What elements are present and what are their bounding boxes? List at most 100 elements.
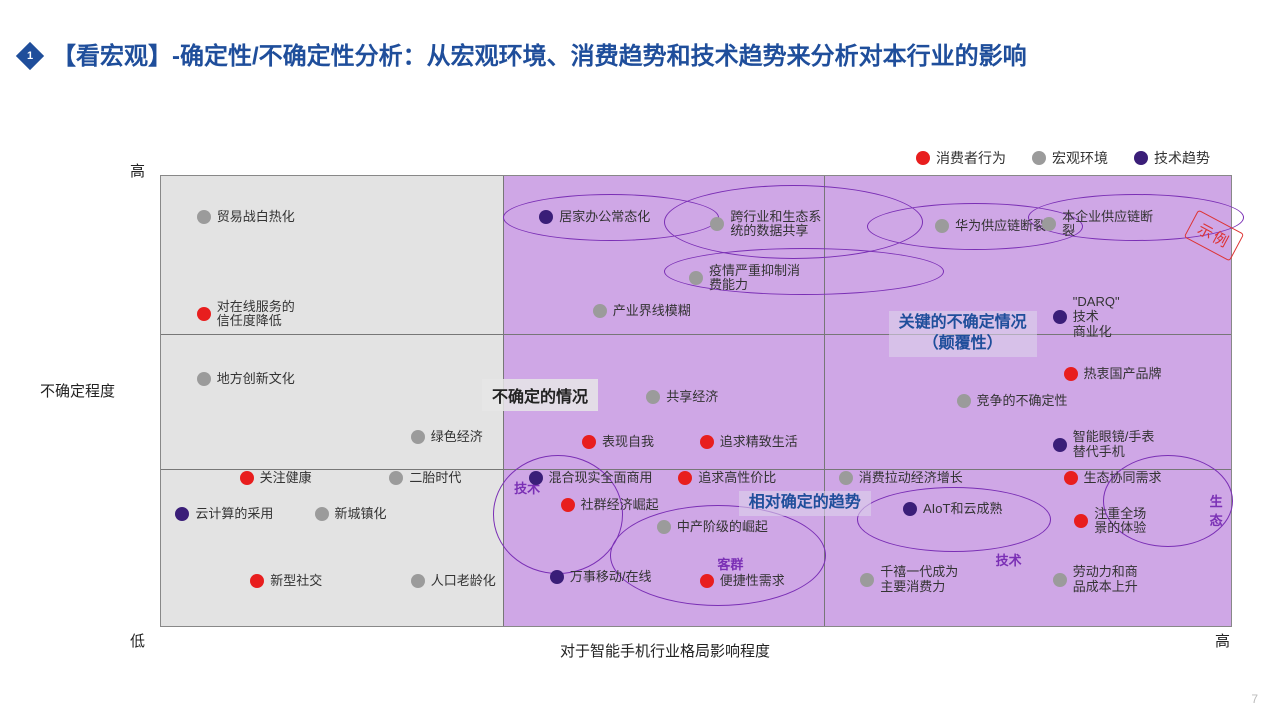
- point-dot-icon: [646, 390, 660, 404]
- data-point: 新型社交: [250, 574, 322, 589]
- data-point: 追求精致生活: [700, 435, 798, 450]
- grid-hline: [161, 469, 1231, 470]
- point-dot-icon: [957, 394, 971, 408]
- point-label: 对在线服务的信任度降低: [217, 300, 295, 330]
- point-label: 贸易战白热化: [217, 210, 295, 225]
- group-label: 技术: [996, 550, 1022, 569]
- point-dot-icon: [593, 304, 607, 318]
- data-point: 劳动力和商品成本上升: [1053, 565, 1138, 595]
- point-label: 热衷国产品牌: [1084, 367, 1162, 382]
- point-dot-icon: [1042, 217, 1056, 231]
- data-point: 智能眼镜/手表替代手机: [1053, 430, 1155, 460]
- point-dot-icon: [710, 217, 724, 231]
- data-point: 表现自我: [582, 435, 654, 450]
- point-dot-icon: [678, 471, 692, 485]
- data-point: 混合现实全面商用: [529, 471, 653, 486]
- point-label: 人口老龄化: [431, 574, 496, 589]
- data-point: AIoT和云成熟: [903, 502, 1002, 517]
- point-dot-icon: [561, 498, 575, 512]
- point-dot-icon: [240, 471, 254, 485]
- data-point: 追求高性价比: [678, 471, 776, 486]
- point-label: 产业界线模糊: [613, 304, 691, 319]
- y-axis-high: 高: [130, 160, 145, 181]
- data-point: 贸易战白热化: [197, 210, 295, 225]
- data-point: 生态协同需求: [1064, 471, 1162, 486]
- point-label: 万事移动/在线: [570, 570, 652, 585]
- point-dot-icon: [657, 520, 671, 534]
- point-label: 追求高性价比: [698, 471, 776, 486]
- region-label: 不确定的情况: [482, 379, 598, 411]
- data-point: 共享经济: [646, 390, 718, 405]
- legend-label: 技术趋势: [1154, 148, 1210, 168]
- point-label: 注重全场景的体验: [1094, 507, 1146, 537]
- title-row: 1 【看宏观】-确定性/不确定性分析：从宏观环境、消费趋势和技术趋势来分析对本行…: [20, 40, 1260, 74]
- data-point: 华为供应链断裂: [935, 219, 1046, 234]
- point-dot-icon: [1053, 573, 1067, 587]
- title-badge-icon: 1: [16, 42, 44, 70]
- point-label: 便捷性需求: [720, 574, 785, 589]
- point-label: 新城镇化: [335, 507, 387, 522]
- point-label: 本企业供应链断裂: [1062, 210, 1153, 240]
- y-axis-low: 低: [130, 630, 145, 651]
- legend-dot-icon: [1134, 151, 1148, 165]
- legend-dot-icon: [916, 151, 930, 165]
- point-label: "DARQ"技术商业化: [1073, 295, 1120, 340]
- point-label: 跨行业和生态系统的数据共享: [730, 210, 821, 240]
- region-label: 相对确定的趋势: [739, 491, 871, 516]
- point-label: 疫情严重抑制消费能力: [709, 264, 800, 294]
- point-dot-icon: [700, 435, 714, 449]
- point-label: AIoT和云成熟: [923, 502, 1002, 517]
- point-label: 消费拉动经济增长: [859, 471, 963, 486]
- data-point: 社群经济崛起: [561, 498, 659, 513]
- point-dot-icon: [550, 570, 564, 584]
- point-label: 生态协同需求: [1084, 471, 1162, 486]
- point-label: 表现自我: [602, 435, 654, 450]
- point-dot-icon: [1074, 514, 1088, 528]
- page-title: 【看宏观】-确定性/不确定性分析：从宏观环境、消费趋势和技术趋势来分析对本行业的…: [52, 40, 1027, 74]
- point-label: 共享经济: [666, 390, 718, 405]
- scatter-chart: 技术客群技术生态不确定的情况关键的不确定情况（颠覆性）相对确定的趋势贸易战白热化…: [160, 175, 1232, 627]
- legend-item: 技术趋势: [1134, 148, 1210, 168]
- y-axis-label: 不确定程度: [40, 380, 115, 401]
- point-dot-icon: [315, 507, 329, 521]
- group-ellipse: [857, 487, 1052, 552]
- point-dot-icon: [689, 271, 703, 285]
- legend-item: 宏观环境: [1032, 148, 1108, 168]
- point-dot-icon: [935, 219, 949, 233]
- point-dot-icon: [903, 502, 917, 516]
- x-axis-label: 对于智能手机行业格局影响程度: [560, 640, 770, 661]
- region-label: 关键的不确定情况（颠覆性）: [889, 311, 1037, 357]
- data-point: 便捷性需求: [700, 574, 785, 589]
- data-point: 竞争的不确定性: [957, 394, 1068, 409]
- point-dot-icon: [389, 471, 403, 485]
- data-point: 万事移动/在线: [550, 570, 652, 585]
- data-point: 居家办公常态化: [539, 210, 650, 225]
- point-label: 绿色经济: [431, 430, 483, 445]
- point-label: 千禧一代成为主要消费力: [880, 565, 958, 595]
- group-label: 客群: [717, 554, 743, 573]
- point-dot-icon: [175, 507, 189, 521]
- data-point: 新城镇化: [315, 507, 387, 522]
- legend-label: 消费者行为: [936, 148, 1006, 168]
- title-badge-number: 1: [27, 50, 33, 62]
- point-dot-icon: [411, 574, 425, 588]
- point-dot-icon: [197, 307, 211, 321]
- point-label: 居家办公常态化: [559, 210, 650, 225]
- point-dot-icon: [700, 574, 714, 588]
- point-label: 竞争的不确定性: [977, 394, 1068, 409]
- data-point: 千禧一代成为主要消费力: [860, 565, 958, 595]
- group-label: 生态: [1210, 491, 1231, 529]
- point-dot-icon: [250, 574, 264, 588]
- point-label: 中产阶级的崛起: [677, 520, 768, 535]
- point-label: 混合现实全面商用: [549, 471, 653, 486]
- point-dot-icon: [839, 471, 853, 485]
- data-point: 云计算的采用: [175, 507, 273, 522]
- data-point: 关注健康: [240, 471, 312, 486]
- data-point: 热衷国产品牌: [1064, 367, 1162, 382]
- point-dot-icon: [539, 210, 553, 224]
- data-point: 注重全场景的体验: [1074, 507, 1146, 537]
- legend-dot-icon: [1032, 151, 1046, 165]
- point-label: 劳动力和商品成本上升: [1073, 565, 1138, 595]
- point-label: 追求精致生活: [720, 435, 798, 450]
- x-axis-high: 高: [1215, 630, 1230, 651]
